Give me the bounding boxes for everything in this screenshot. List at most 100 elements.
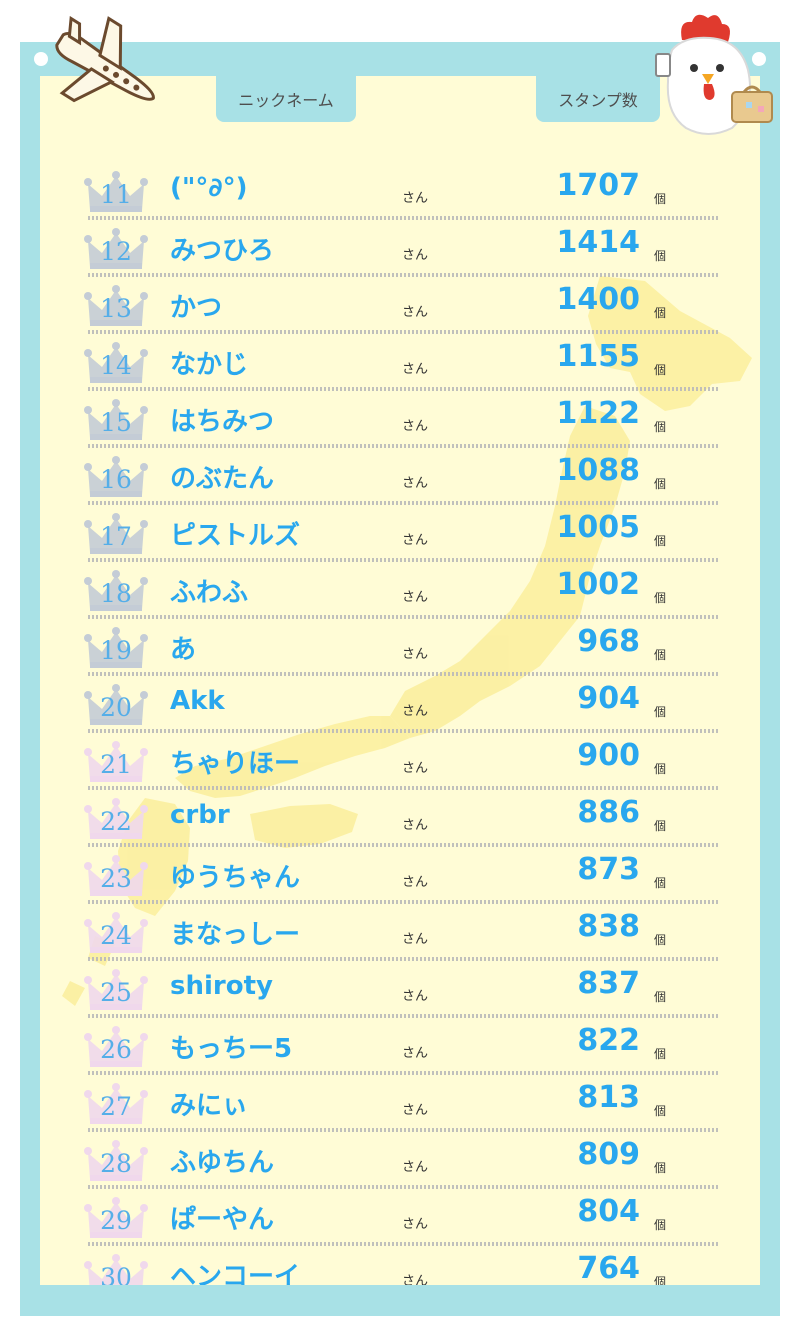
crown-icon — [84, 341, 148, 385]
rank-number: 16 — [100, 465, 132, 494]
ranking-row: 30 ヘンコーイ さん 764 個 — [40, 1251, 760, 1285]
nickname: はちみつ — [170, 407, 275, 437]
nickname: ぱーやん — [170, 1205, 275, 1235]
ranking-row: 29 ぱーやん さん 804 個 — [40, 1194, 760, 1251]
honorific-suffix: さん — [402, 305, 429, 320]
honorific-suffix: さん — [402, 761, 429, 776]
rank-number: 19 — [100, 636, 132, 665]
row-divider — [88, 1242, 720, 1246]
rank-number: 23 — [100, 864, 132, 893]
ranking-row-content: 14 なかじ さん 1155 個 — [40, 339, 760, 391]
honorific-suffix: さん — [402, 476, 429, 491]
row-divider — [88, 900, 720, 904]
rank-number: 20 — [100, 693, 132, 722]
crown-icon — [84, 968, 148, 1012]
nickname: みつひろ — [170, 236, 275, 266]
rank-number: 28 — [100, 1149, 132, 1178]
rank-number: 14 — [100, 351, 132, 380]
ranking-row-content: 24 まなっしー さん 838 個 — [40, 909, 760, 961]
crown-icon — [84, 569, 148, 613]
rank-number: 11 — [100, 180, 132, 209]
stamp-count: 1707 — [556, 168, 641, 203]
stamp-count: 1088 — [556, 453, 641, 488]
count-unit: 個 — [654, 1161, 667, 1175]
count-unit: 個 — [654, 1218, 667, 1232]
stamp-count: 1005 — [556, 510, 641, 545]
stamp-count: 822 — [577, 1023, 640, 1058]
ranking-row: 20 Akk さん 904 個 — [40, 681, 760, 738]
ranking-row: 26 もっちー5 さん 822 個 — [40, 1023, 760, 1080]
count-unit: 個 — [654, 705, 667, 719]
crown-icon — [84, 284, 148, 328]
row-divider — [88, 216, 720, 220]
rank-number: 13 — [100, 294, 132, 323]
ranking-row-content: 22 crbr さん 886 個 — [40, 795, 760, 847]
row-divider — [88, 615, 720, 619]
stamp-count: 804 — [577, 1194, 640, 1229]
crown-icon — [84, 398, 148, 442]
stamp-count: 968 — [577, 624, 640, 659]
ranking-row-content: 23 ゆうちゃん さん 873 個 — [40, 852, 760, 904]
ranking-row: 24 まなっしー さん 838 個 — [40, 909, 760, 966]
column-header-stamp-count: スタンプ数 — [536, 76, 660, 122]
ranking-row-content: 15 はちみつ さん 1122 個 — [40, 396, 760, 448]
ranking-row-content: 21 ちゃりほー さん 900 個 — [40, 738, 760, 790]
crown-icon — [84, 1196, 148, 1240]
honorific-suffix: さん — [402, 1274, 429, 1285]
rank-number: 30 — [100, 1263, 132, 1285]
stamp-count: 873 — [577, 852, 640, 887]
crown-icon — [84, 170, 148, 214]
nickname: なかじ — [170, 350, 249, 380]
nickname: crbr — [170, 800, 230, 830]
nickname: かつ — [170, 293, 223, 323]
count-unit: 個 — [654, 819, 667, 833]
stamp-count: 809 — [577, 1137, 640, 1172]
ranking-row: 15 はちみつ さん 1122 個 — [40, 396, 760, 453]
ranking-row: 22 crbr さん 886 個 — [40, 795, 760, 852]
crown-icon — [84, 1139, 148, 1183]
honorific-suffix: さん — [402, 1160, 429, 1175]
crown-icon — [84, 854, 148, 898]
ranking-row-content: 16 のぶたん さん 1088 個 — [40, 453, 760, 505]
row-divider — [88, 957, 720, 961]
ranking-row-content: 29 ぱーやん さん 804 個 — [40, 1194, 760, 1246]
count-unit: 個 — [654, 192, 667, 206]
row-divider — [88, 444, 720, 448]
nickname: ヘンコーイ — [170, 1262, 301, 1285]
stamp-count: 813 — [577, 1080, 640, 1115]
count-unit: 個 — [654, 363, 667, 377]
ranking-panel: 11 ("°∂°) さん 1707 個 12 みつひろ さん 1414 個 13 かつ さん 1400 個 1… — [40, 76, 760, 1285]
rank-number: 18 — [100, 579, 132, 608]
ranking-row: 21 ちゃりほー さん 900 個 — [40, 738, 760, 795]
nickname: まなっしー — [170, 920, 301, 950]
ranking-row: 12 みつひろ さん 1414 個 — [40, 225, 760, 282]
ranking-row-content: 28 ふゆちん さん 809 個 — [40, 1137, 760, 1189]
rank-number: 12 — [100, 237, 132, 266]
rank-number: 24 — [100, 921, 132, 950]
stamp-count: 900 — [577, 738, 640, 773]
pin-hole-left — [34, 52, 48, 66]
nickname: もっちー5 — [170, 1034, 293, 1064]
ranking-row: 19 あ さん 968 個 — [40, 624, 760, 681]
row-divider — [88, 1071, 720, 1075]
honorific-suffix: さん — [402, 704, 429, 719]
stamp-count: 1002 — [556, 567, 641, 602]
count-unit: 個 — [654, 990, 667, 1004]
stamp-count: 904 — [577, 681, 640, 716]
count-unit: 個 — [654, 306, 667, 320]
honorific-suffix: さん — [402, 1217, 429, 1232]
rank-number: 25 — [100, 978, 132, 1007]
nickname: shiroty — [170, 971, 273, 1001]
row-divider — [88, 786, 720, 790]
ranking-row-content: 17 ピストルズ さん 1005 個 — [40, 510, 760, 562]
honorific-suffix: さん — [402, 1103, 429, 1118]
rank-number: 17 — [100, 522, 132, 551]
honorific-suffix: さん — [402, 647, 429, 662]
ranking-row-content: 30 ヘンコーイ さん 764 個 — [40, 1251, 760, 1285]
column-header-nickname: ニックネーム — [216, 76, 356, 122]
ranking-row: 23 ゆうちゃん さん 873 個 — [40, 852, 760, 909]
stamp-count: 837 — [577, 966, 640, 1001]
rank-number: 26 — [100, 1035, 132, 1064]
nickname: あ — [170, 635, 197, 665]
chicken-traveler-icon — [655, 14, 773, 135]
